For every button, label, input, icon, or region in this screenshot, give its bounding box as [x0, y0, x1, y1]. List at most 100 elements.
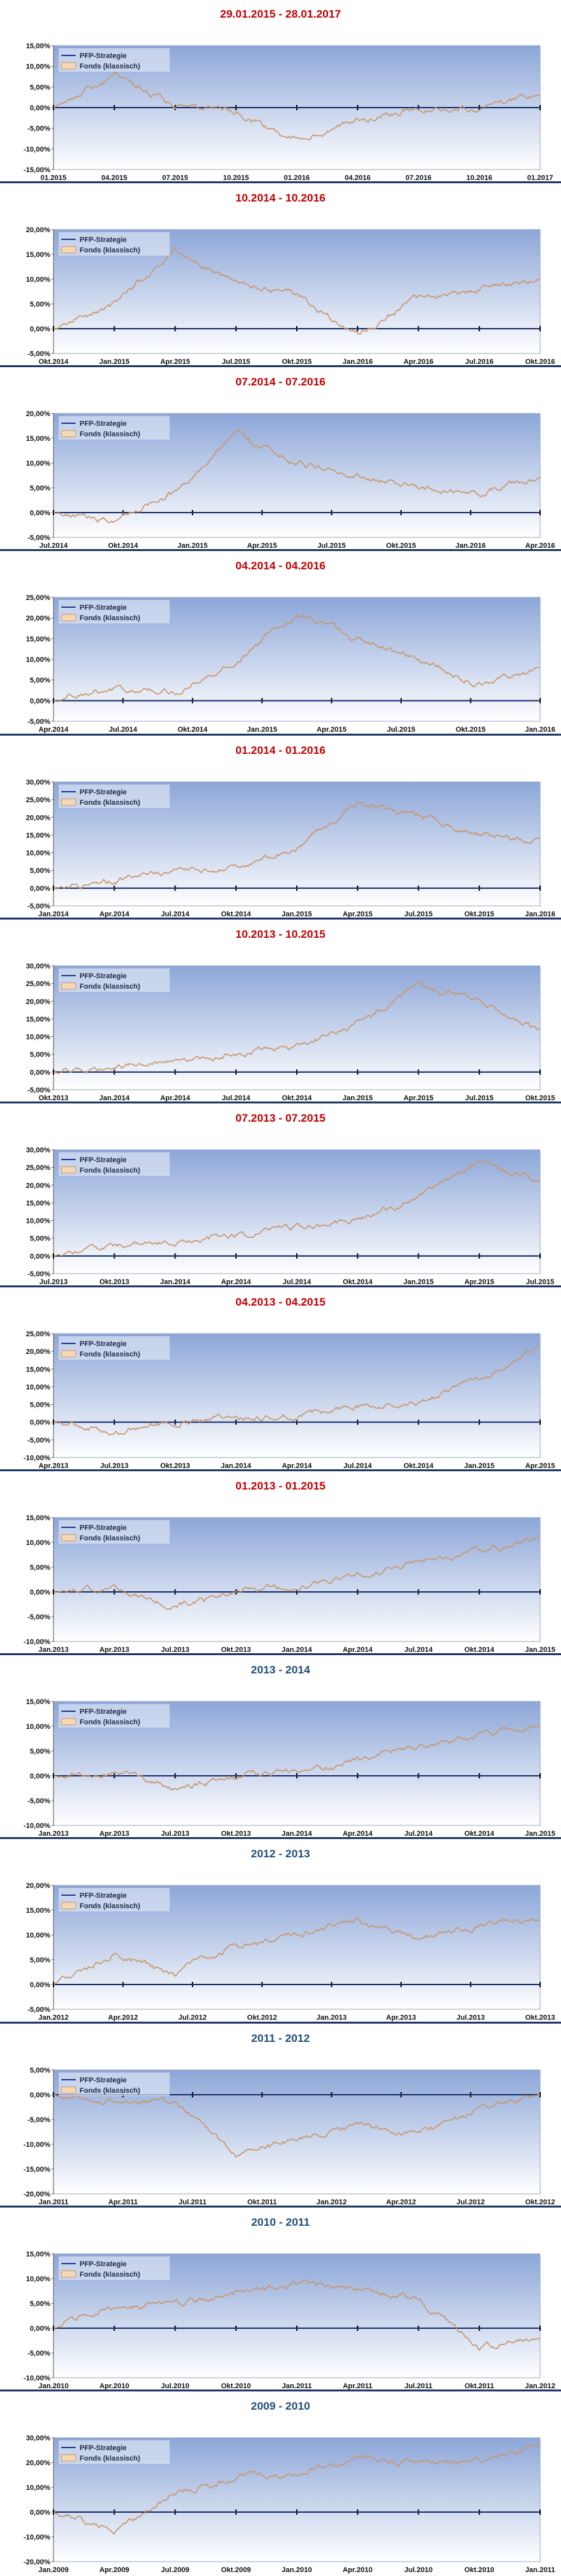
y-tick-label: 5,00%: [30, 83, 50, 91]
y-tick-label: 15,00%: [26, 2251, 51, 2258]
x-tick-label: Apr.2015: [247, 542, 277, 550]
x-tick-label: Jul.2014: [109, 726, 138, 734]
chart-panel: 04.2013 - 04.2015 25,00% 20,00% 15,00% 10,00…: [0, 1288, 561, 1472]
y-tick-label: 10,00%: [26, 1932, 51, 1939]
legend-label: PFP-Strategie: [80, 1340, 127, 1348]
legend-label: Fonds (klassisch): [80, 1351, 140, 1358]
x-tick-label: Okt.2014: [108, 542, 139, 550]
x-tick-label: Apr.2015: [525, 1462, 555, 1470]
legend: PFP-Strategie Fonds (klassisch): [59, 2440, 170, 2464]
line-chart: 20,00%15,00%10,00%5,00%0,00%-5,00%Jan.20…: [26, 1882, 555, 2022]
x-tick-label: Jul.2013: [161, 1830, 189, 1838]
y-tick-label: 10,00%: [26, 2484, 51, 2492]
chart-title: 2010 - 2011: [251, 2215, 310, 2228]
legend-label: PFP-Strategie: [80, 420, 127, 428]
y-tick-label: 20,00%: [26, 1882, 51, 1890]
y-tick-label: 15,00%: [26, 435, 51, 443]
series-line-fonds: [53, 430, 541, 524]
y-tick-label: 20,00%: [26, 998, 51, 1006]
x-tick-label: Okt.2013: [221, 1830, 251, 1838]
x-tick-label: Jul.2014: [39, 542, 68, 550]
y-tick-label: 5,00%: [30, 301, 50, 308]
y-tick-label: 5,00%: [30, 2300, 50, 2308]
legend: PFP-Strategie Fonds (klassisch): [59, 232, 170, 256]
y-tick-label: 5,00%: [30, 1051, 50, 1058]
x-tick-label: 10.2015: [223, 174, 249, 182]
legend: PFP-Strategie Fonds (klassisch): [59, 1888, 170, 1912]
chart-panel: 01.2014 - 01.2016 30,00% 25,00% 20,00% 15,00…: [0, 736, 561, 920]
x-tick-label: 10.2016: [466, 174, 493, 182]
legend-label: PFP-Strategie: [80, 788, 127, 796]
legend: PFP-Strategie Fonds (klassisch): [59, 968, 170, 992]
chart-title: 07.2013 - 07.2015: [235, 1111, 326, 1124]
panel-separator: [0, 917, 561, 920]
x-tick-label: Okt.2015: [525, 1094, 555, 1102]
x-tick-label: Jul.2013: [39, 1278, 67, 1286]
x-tick-label: Okt.2015: [464, 910, 494, 918]
x-tick-label: Okt.2015: [282, 358, 312, 366]
x-tick-label: Jan.2014: [38, 910, 69, 918]
line-chart: 15,00%10,00%5,00%0,00%-5,00%-10,00%Jan.2…: [23, 2251, 555, 2390]
y-tick-label: -5,00%: [27, 718, 50, 726]
y-tick-label: -5,00%: [27, 1270, 50, 1278]
x-tick-label: Okt.2012: [247, 2014, 277, 2022]
legend-label: PFP-Strategie: [80, 2076, 127, 2084]
panel-separator: [0, 1285, 561, 1287]
x-tick-label: Okt.2011: [247, 2198, 277, 2206]
chart-title: 2011 - 2012: [251, 2031, 310, 2044]
y-tick-label: 15,00%: [26, 1698, 51, 1706]
x-tick-label: Okt.2012: [525, 2198, 555, 2206]
x-tick-label: Okt.2016: [525, 358, 555, 366]
y-tick-label: -5,00%: [27, 1437, 50, 1445]
x-tick-label: Okt.2014: [177, 726, 208, 734]
chart-panel: 2012 - 2013 20,00% 15,00% 10,00% 5,00% 0,00% -…: [0, 1840, 561, 2024]
x-tick-label: Okt.2015: [386, 542, 416, 550]
series-line-fonds: [53, 1917, 541, 1986]
legend-swatch-fonds: [61, 2454, 76, 2462]
x-tick-label: Apr.2016: [525, 542, 555, 550]
y-tick-label: -15,00%: [23, 166, 50, 174]
x-tick-label: Jul.2013: [457, 2014, 485, 2022]
chart-title: 2012 - 2013: [250, 1848, 311, 1861]
x-tick-label: Jul.2014: [282, 1278, 311, 1286]
x-tick-label: Jul.2012: [178, 2014, 206, 2022]
x-tick-label: Jan.2015: [403, 1278, 433, 1286]
x-tick-label: 01.2016: [284, 174, 310, 182]
series-line-fonds: [53, 2444, 541, 2534]
y-tick-label: 10,00%: [26, 1033, 51, 1041]
x-tick-label: Jan.2012: [38, 2014, 68, 2022]
x-tick-label: Jan.2015: [247, 726, 277, 734]
legend-label: PFP-Strategie: [80, 604, 127, 612]
y-tick-label: -20,00%: [23, 2191, 50, 2198]
legend-label: Fonds (klassisch): [80, 247, 140, 254]
y-tick-label: 10,00%: [26, 1217, 51, 1225]
x-tick-label: Apr.2015: [342, 910, 372, 918]
x-tick-label: Apr.2010: [99, 2382, 129, 2390]
y-tick-label: 0,00%: [30, 698, 50, 706]
legend-swatch-fonds: [61, 1718, 76, 1726]
x-tick-label: Okt.2014: [282, 1094, 312, 1102]
y-tick-label: 10,00%: [26, 460, 51, 468]
y-tick-label: 15,00%: [26, 42, 51, 50]
panel-separator: [0, 1653, 561, 1656]
y-tick-label: 15,00%: [26, 251, 51, 259]
panel-separator: [0, 2205, 561, 2208]
x-tick-label: 01.2017: [527, 174, 553, 182]
x-tick-label: Jul.2014: [161, 910, 190, 918]
x-tick-label: Jul.2013: [161, 1646, 189, 1654]
x-tick-label: 07.2015: [162, 174, 189, 182]
x-tick-label: Apr.2013: [38, 1462, 68, 1470]
x-tick-label: Jul.2015: [465, 1094, 493, 1102]
y-tick-label: -5,00%: [27, 350, 50, 358]
x-tick-label: Apr.2012: [108, 2014, 138, 2022]
x-tick-label: Jan.2010: [38, 2382, 68, 2390]
y-tick-label: 30,00%: [26, 779, 51, 786]
y-tick-label: 0,00%: [30, 1069, 50, 1077]
y-tick-label: 20,00%: [26, 615, 51, 623]
y-tick-label: -10,00%: [23, 2141, 50, 2149]
x-tick-label: Apr.2013: [386, 2014, 416, 2022]
line-chart: 30,00% 25,00% 20,00% 15,00% 10,00% 5,00% 0,00%…: [26, 1146, 554, 1286]
y-tick-label: 15,00%: [26, 1015, 51, 1023]
y-tick-label: 15,00%: [26, 1514, 51, 1522]
x-tick-label: Jul.2015: [318, 542, 346, 550]
